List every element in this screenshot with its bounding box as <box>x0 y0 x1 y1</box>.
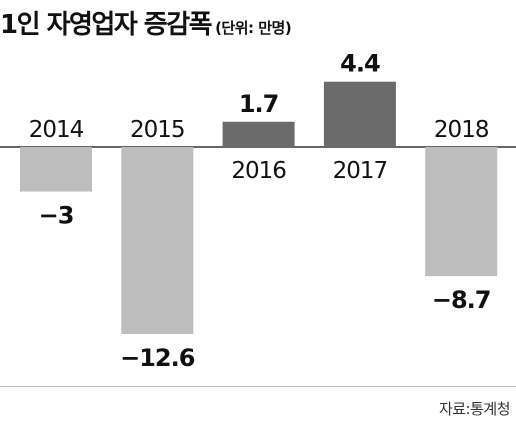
bar-chart: 2014 −3 2015 −12.6 2016 1.7 2017 4.4 2018 −8.7 <box>0 50 516 372</box>
x-tick-label-2017: 2017 <box>333 158 388 184</box>
data-label-2016: 1.7 <box>239 90 279 118</box>
data-label-2014: −3 <box>39 202 74 230</box>
x-tick-label-2018: 2018 <box>434 117 489 143</box>
data-label-2017: 4.4 <box>340 50 380 78</box>
x-tick-label-2015: 2015 <box>130 117 185 143</box>
bar-2014 <box>20 147 92 192</box>
chart-title: 1인 자영업자 증감폭 <box>0 10 213 40</box>
unit-label: (단위: 만명) <box>215 19 292 37</box>
source-note: 자료:통계청 <box>438 400 511 418</box>
data-label-2015: −12.6 <box>120 344 195 372</box>
x-tick-label-2016: 2016 <box>231 158 286 184</box>
bar-2015 <box>121 147 194 334</box>
bar-2018 <box>425 147 498 277</box>
bar-2016 <box>222 121 295 147</box>
data-label-2018: −8.7 <box>432 286 491 314</box>
chart-title-block: 1인 자영업자 증감폭 (단위: 만명) <box>0 4 292 41</box>
bottom-divider <box>0 386 516 387</box>
x-tick-label-2014: 2014 <box>29 117 84 143</box>
bar-2017 <box>323 81 396 147</box>
